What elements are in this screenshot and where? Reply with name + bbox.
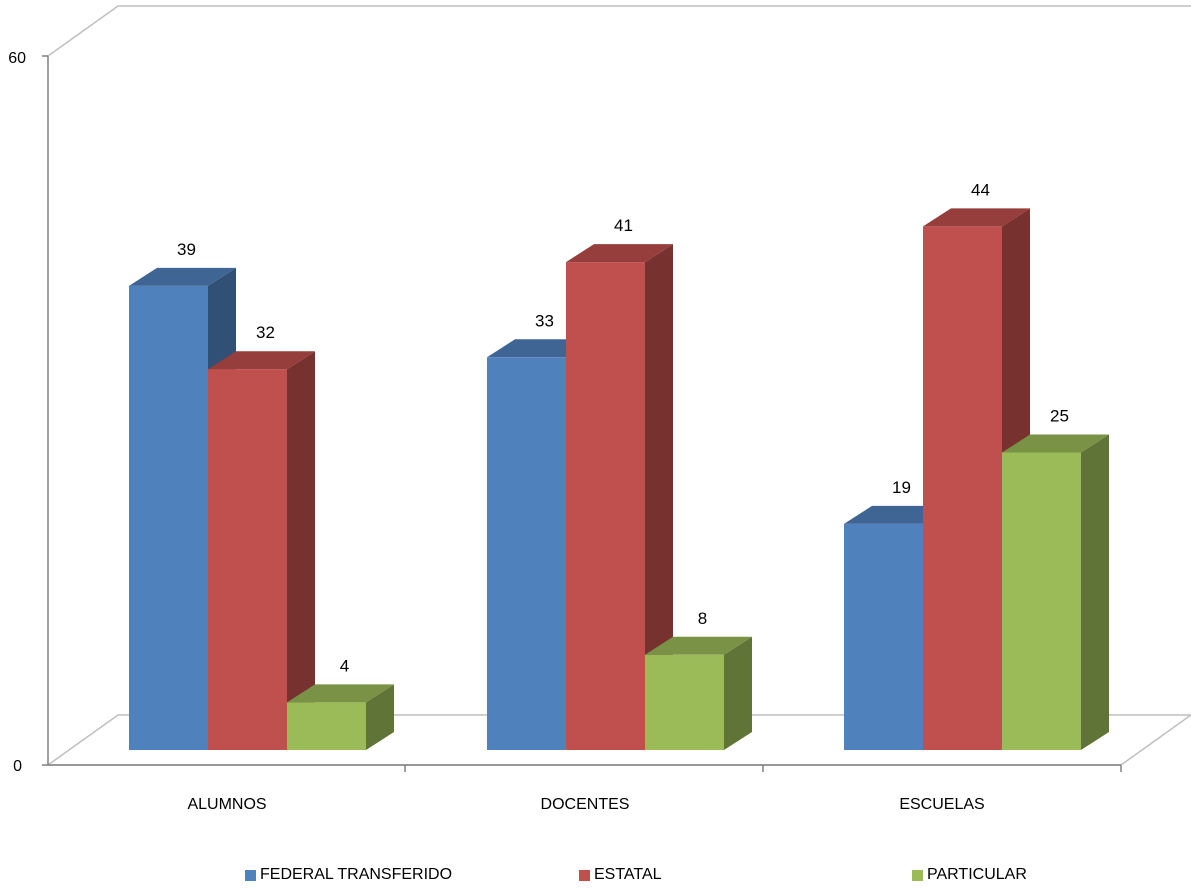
data-label: 19 [892, 478, 911, 497]
bar-front [923, 226, 1002, 750]
bars [129, 208, 1109, 750]
bar [1002, 434, 1109, 750]
legend-item: ESTATAL [579, 866, 662, 884]
legend-swatch [245, 869, 256, 881]
data-label: 25 [1050, 407, 1069, 426]
x-tick-label: ALUMNOS [187, 796, 266, 813]
bar-side [1081, 434, 1109, 750]
data-label: 33 [535, 311, 554, 330]
bar-top [923, 208, 1030, 227]
bar-front [287, 702, 366, 750]
bar-top [1002, 434, 1109, 453]
bar [645, 636, 752, 750]
x-tick-label: ESCUELAS [899, 796, 984, 813]
bar [566, 244, 673, 750]
bar-front [1002, 452, 1081, 750]
bar-side [366, 684, 394, 750]
axes: 0 60 ALUMNOS DOCENTES ESCUELAS [8, 50, 1122, 813]
data-label: 8 [698, 609, 707, 628]
bar-front [645, 654, 724, 750]
bar-top [566, 244, 673, 263]
bar-front [844, 523, 923, 750]
back-wall-edge [47, 5, 1191, 57]
x-tick-label: DOCENTES [541, 796, 630, 813]
legend-item: FEDERAL TRANSFERIDO [245, 866, 452, 884]
bar [208, 351, 315, 750]
bar-top [645, 636, 752, 655]
bar-front [208, 369, 287, 750]
chart: 0 60 ALUMNOS DOCENTES ESCUELAS 39 32 4 33 41 8 19 4… [8, 5, 1191, 813]
data-label: 44 [971, 180, 990, 199]
bar-top [129, 267, 236, 286]
data-label: 41 [614, 216, 633, 235]
legend-label: ESTATAL [594, 866, 662, 883]
bar-side [724, 636, 752, 750]
y-tick-label: 60 [8, 50, 26, 67]
y-tick-label: 0 [13, 758, 22, 775]
bar-top [287, 684, 394, 703]
data-label: 32 [256, 323, 275, 342]
bar-front [487, 357, 566, 750]
legend: FEDERAL TRANSFERIDO ESTATAL PARTICULAR [0, 866, 1191, 888]
legend-label: FEDERAL TRANSFERIDO [260, 866, 453, 883]
bar-front [566, 262, 645, 750]
data-label: 39 [177, 240, 196, 259]
legend-swatch [579, 869, 590, 881]
bar-side [287, 351, 315, 750]
bar-side [645, 244, 673, 750]
legend-label: PARTICULAR [927, 866, 1027, 883]
legend-swatch [912, 869, 923, 881]
bar-top [208, 351, 315, 370]
data-label: 4 [340, 656, 349, 675]
bar [287, 684, 394, 750]
legend-item: PARTICULAR [912, 866, 1027, 884]
data-labels: 39 32 4 33 41 8 19 44 25 [177, 180, 1069, 675]
bar-front [129, 285, 208, 750]
